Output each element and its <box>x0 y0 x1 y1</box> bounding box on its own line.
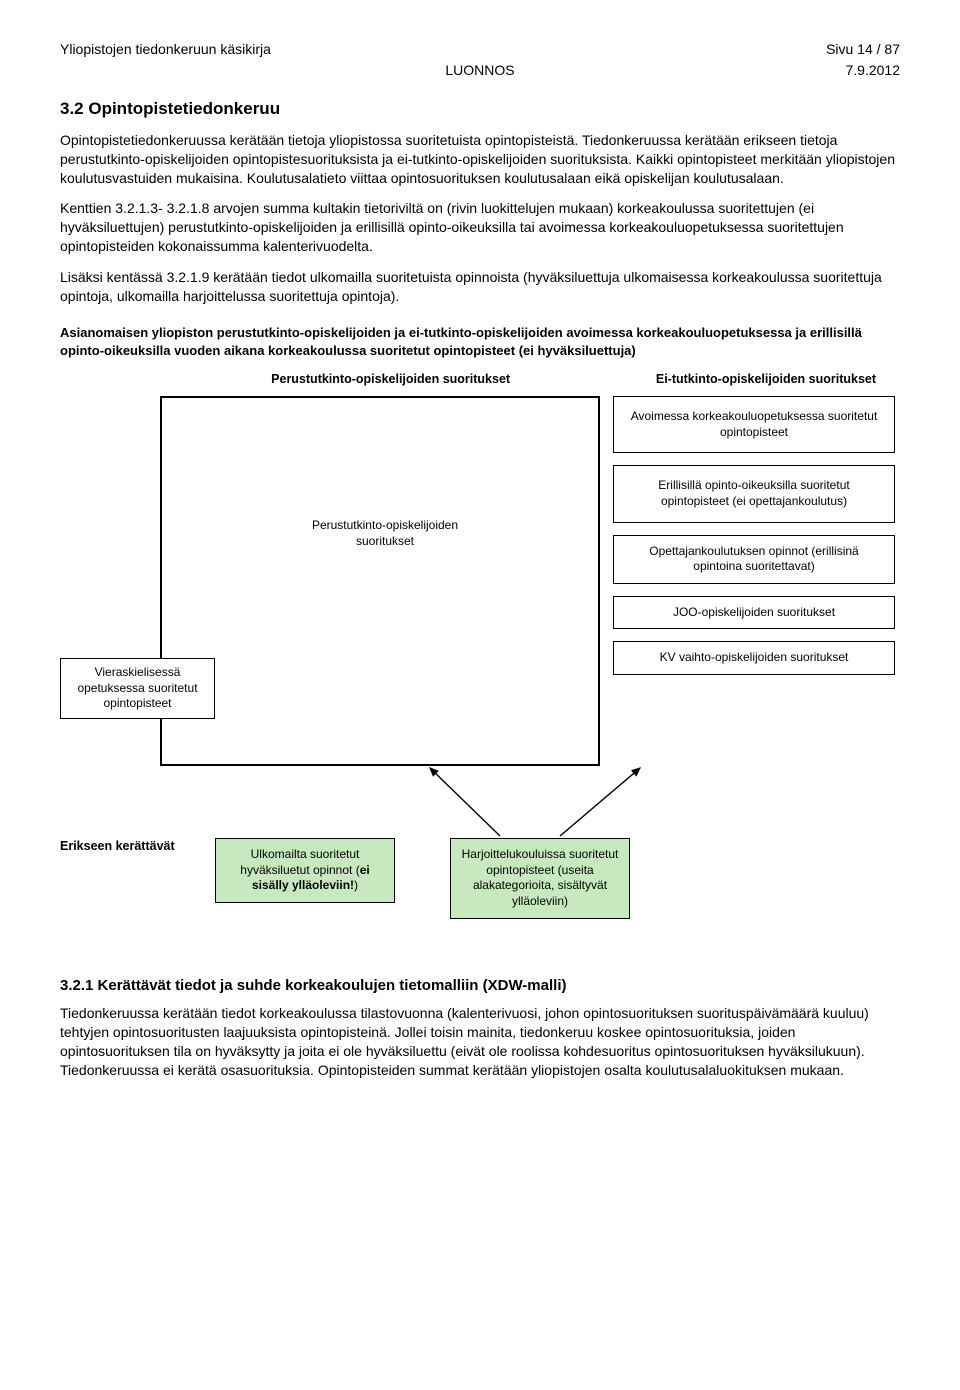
green-box-harjoittelu: Harjoittelukouluissa suoritetut opintopi… <box>450 838 630 918</box>
header-left: Yliopistojen tiedonkeruun käsikirja <box>60 40 271 59</box>
header-center: LUONNOS <box>220 61 740 80</box>
right-cell-erilliset: Erillisillä opinto-oikeuksilla suoritetu… <box>613 465 895 522</box>
right-cell-avoin: Avoimessa korkeakouluopetuksessa suorite… <box>613 396 895 453</box>
section-title: 3.2 Opintopistetiedonkeruu <box>60 98 900 121</box>
col-left-header: Perustutkinto-opiskelijoiden suoritukset <box>149 368 632 391</box>
subsection-title: 3.2.1 Kerättävät tiedot ja suhde korkeak… <box>60 976 900 996</box>
subsection-body: Tiedonkeruussa kerätään tiedot korkeakou… <box>60 1004 900 1080</box>
right-stack: Avoimessa korkeakouluopetuksessa suorite… <box>613 396 895 687</box>
para-1: Opintopistetiedonkeruussa kerätään tieto… <box>60 131 900 188</box>
para-2: Kenttien 3.2.1.3- 3.2.1.8 arvojen summa … <box>60 199 900 256</box>
perustutkinto-box <box>160 396 600 766</box>
col-right-header: Ei-tutkinto-opiskelijoiden suoritukset <box>632 368 900 391</box>
erikseen-label: Erikseen kerättävät <box>60 838 175 855</box>
perustutkinto-label: Perustutkinto-opiskelijoiden suoritukset <box>300 518 470 549</box>
header-date: 7.9.2012 <box>740 61 900 80</box>
right-cell-opettaja: Opettajankoulutuksen opinnot (erillisinä… <box>613 535 895 584</box>
green-box-ulkomailta: Ulkomailta suoritetut hyväksiluetut opin… <box>215 838 395 903</box>
right-cell-kv: KV vaihto-opiskelijoiden suoritukset <box>613 641 895 675</box>
diagram: Perustutkinto-opiskelijoiden suoritukset… <box>60 368 900 948</box>
vieraskielinen-box: Vieraskielisessä opetuksessa suoritetut … <box>60 658 215 719</box>
para-3: Lisäksi kentässä 3.2.1.9 kerätään tiedot… <box>60 268 900 306</box>
right-cell-joo: JOO-opiskelijoiden suoritukset <box>613 596 895 630</box>
diagram-intro: Asianomaisen yliopiston perustutkinto-op… <box>60 324 900 360</box>
header-page: Sivu 14 / 87 <box>826 40 900 59</box>
